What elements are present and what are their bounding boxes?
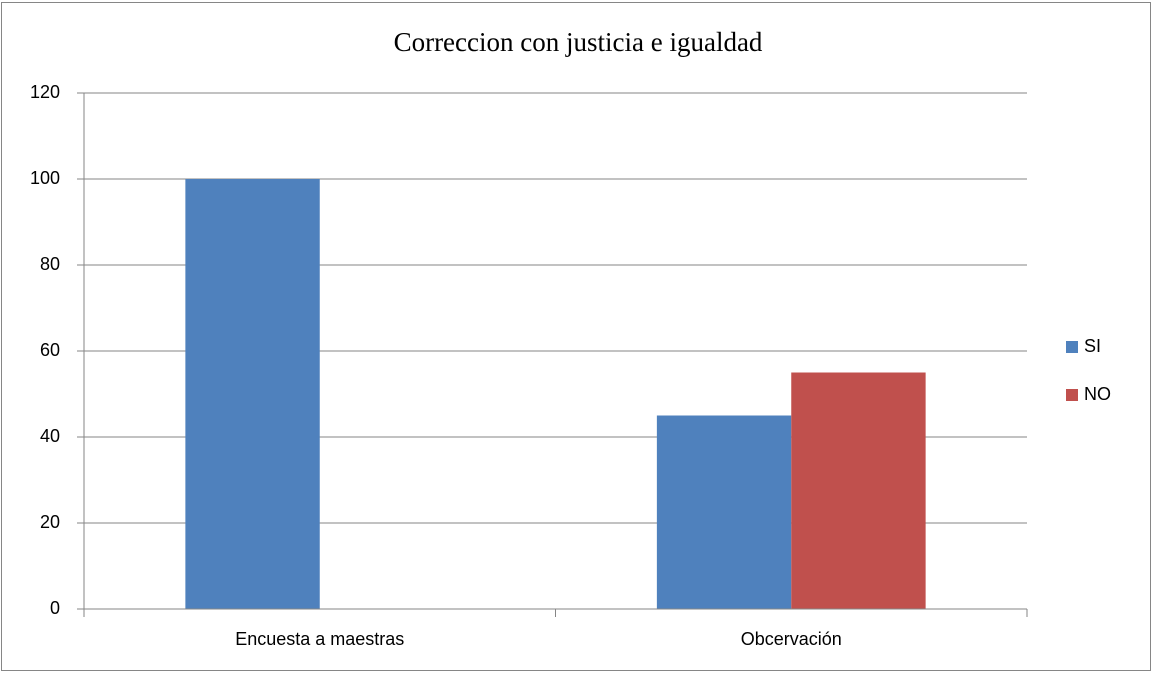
y-tick-label: 100	[30, 168, 60, 188]
x-tick-label: Encuesta a maestras	[235, 629, 404, 649]
y-tick-label: 80	[40, 254, 60, 274]
bar	[791, 372, 926, 609]
y-tick-label: 0	[50, 598, 60, 618]
legend-label: SI	[1084, 336, 1101, 356]
y-tick-label: 120	[30, 82, 60, 102]
bar	[656, 415, 792, 609]
chart-title: Correccion con justicia e igualdad	[394, 27, 763, 57]
y-tick-label: 20	[40, 512, 60, 532]
legend-swatch	[1066, 389, 1078, 401]
legend-swatch	[1066, 341, 1078, 353]
legend-label: NO	[1084, 384, 1111, 404]
y-tick-label: 40	[40, 426, 60, 446]
y-tick-label: 60	[40, 340, 60, 360]
bar	[185, 179, 320, 609]
x-tick-label: Obcervación	[741, 629, 842, 649]
